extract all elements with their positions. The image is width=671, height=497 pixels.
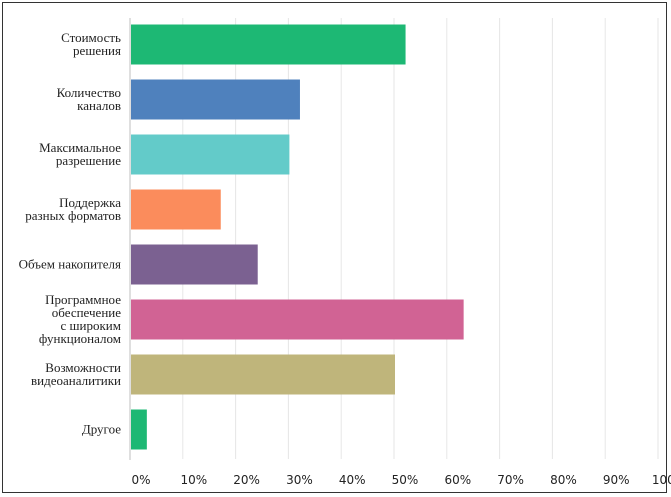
- category-label: Программное обеспечение с широким функциона…: [39, 292, 121, 346]
- bar: [131, 244, 258, 285]
- bar: [131, 409, 147, 450]
- x-tick-label: 70%: [497, 473, 524, 487]
- x-tick-label: 50%: [392, 473, 419, 487]
- x-tick-label: 80%: [550, 473, 577, 487]
- bar: [131, 24, 406, 65]
- x-tick-label: 40%: [339, 473, 366, 487]
- x-tick-label: 60%: [444, 473, 471, 487]
- bar: [131, 79, 300, 120]
- bar: [131, 299, 464, 340]
- category-label: Другое: [82, 422, 121, 437]
- category-label: Возможности видеоаналитики: [31, 360, 121, 388]
- bar: [131, 134, 290, 175]
- category-label: Поддержка разных форматов: [25, 195, 121, 223]
- bar: [131, 354, 395, 395]
- x-tick-label: 90%: [603, 473, 630, 487]
- bar: [131, 189, 221, 230]
- x-tick-label: 100%: [652, 473, 671, 487]
- category-label: Максимальное разрешение: [39, 140, 121, 168]
- x-tick-label: 30%: [286, 473, 313, 487]
- category-label: Количество каналов: [57, 85, 121, 113]
- x-tick-label: 20%: [233, 473, 260, 487]
- x-tick-label: 10%: [180, 473, 207, 487]
- category-label: Объем накопителя: [19, 257, 121, 272]
- chart-frame: [2, 2, 667, 493]
- category-label: Стоимость решения: [61, 30, 121, 58]
- x-tick-label: 0%: [131, 473, 150, 487]
